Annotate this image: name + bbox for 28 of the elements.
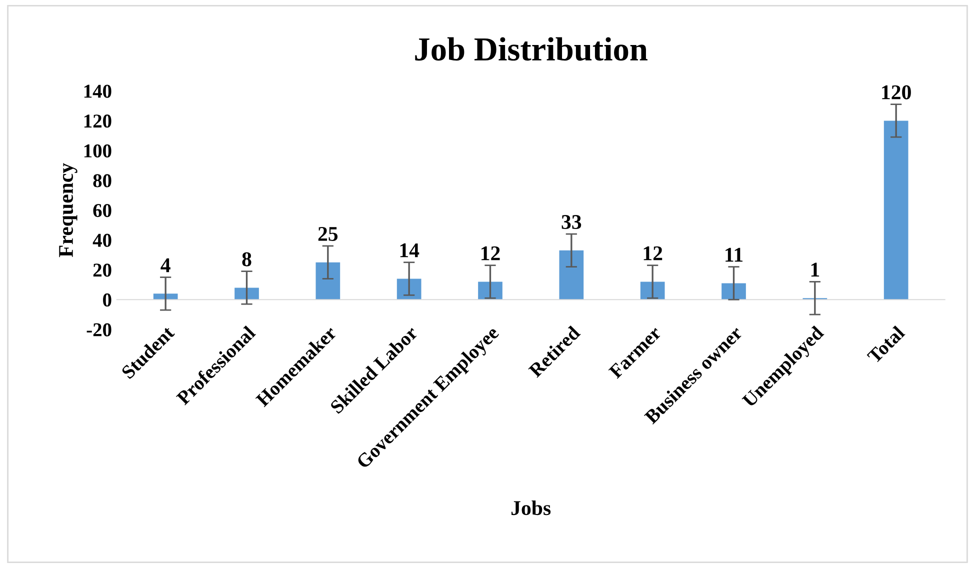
bar [234, 288, 259, 300]
data-label: 4 [160, 258, 170, 272]
y-tick-label: 100 [84, 144, 112, 158]
bar [316, 262, 340, 300]
data-label: 11 [726, 248, 743, 262]
y-axis-title: Frequency [59, 163, 78, 258]
y-tick-label: 40 [92, 234, 112, 247]
y-tick-label: -20 [86, 323, 112, 336]
data-label: 33 [562, 215, 582, 230]
data-label: 12 [644, 246, 662, 260]
bar [884, 120, 908, 300]
bar [722, 283, 746, 300]
y-tick-label: 140 [84, 84, 112, 98]
data-label: 8 [242, 252, 252, 266]
bar [559, 250, 584, 300]
chart-title: Job Distribution [415, 37, 648, 61]
y-tick-label: 80 [93, 174, 112, 188]
data-label: 12 [482, 246, 500, 260]
data-label: 120 [882, 85, 911, 100]
y-tick-label: 20 [93, 264, 112, 277]
y-tick-label: 0 [103, 293, 112, 307]
bar [478, 282, 502, 300]
y-tick-label: 120 [84, 114, 112, 128]
data-label: 14 [400, 243, 420, 258]
y-tick-label: 60 [93, 204, 112, 218]
data-label: 25 [318, 226, 338, 241]
data-label: 1 [811, 262, 820, 277]
x-axis-title: Jobs [511, 500, 551, 516]
